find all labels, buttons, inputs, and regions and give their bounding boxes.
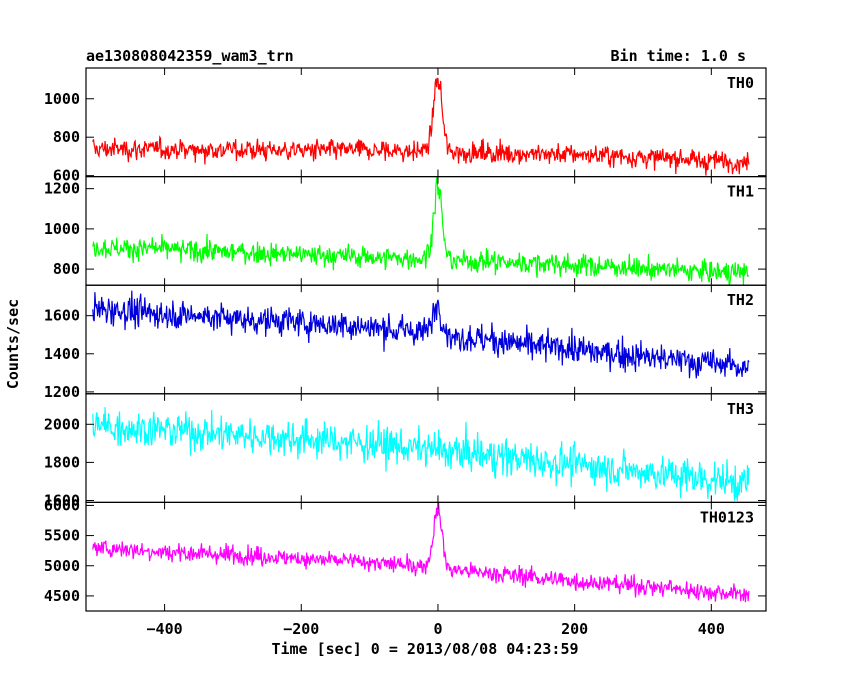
y-tick-label: 1800 — [44, 453, 80, 471]
y-tick-label: 1600 — [44, 307, 80, 325]
series-line-th1 — [92, 176, 750, 285]
y-tick-label: 600 — [53, 167, 80, 185]
panel-th1: 800 1000 1200 TH1 — [44, 176, 767, 286]
y-tick-label: 1400 — [44, 345, 80, 363]
x-axis-label: Time [sec] 0 = 2013/08/08 04:23:59 — [271, 640, 578, 658]
series-line-th2 — [92, 290, 750, 379]
x-tick-label: 0 — [433, 620, 442, 638]
series-line-th0123 — [92, 502, 750, 603]
y-tick-label: 800 — [53, 128, 80, 146]
y-tick-label: 800 — [53, 260, 80, 278]
y-tick-label: 2000 — [44, 415, 80, 433]
y-tick-label: 1000 — [44, 220, 80, 238]
x-tick-label: 400 — [698, 620, 725, 638]
panel-th0: 600 800 1000 TH0 — [44, 67, 767, 185]
bin-time-label: Bin time: 1.0 s — [611, 47, 746, 65]
y-tick-label: 4500 — [44, 587, 80, 605]
y-axis-label: Counts/sec — [4, 299, 22, 389]
chart-title: ae130808042359_wam3_trn — [86, 47, 294, 65]
panel-th3: 1600 1800 2000 TH3 — [44, 393, 767, 509]
y-tick-label: 1200 — [44, 180, 80, 198]
series-line-th3 — [92, 407, 750, 501]
panel-label-th0123: TH0123 — [700, 508, 754, 526]
panel-frame — [85, 393, 767, 503]
panel-label-th1: TH1 — [727, 183, 754, 201]
panel-th2: 1200 1400 1600 TH2 — [44, 284, 767, 401]
y-tick-label: 1000 — [44, 90, 80, 108]
x-tick-label: 200 — [561, 620, 588, 638]
panel-frame — [85, 284, 767, 395]
panel-label-th2: TH2 — [727, 291, 754, 309]
x-tick-label: −200 — [283, 620, 319, 638]
series-line-th0 — [92, 77, 750, 176]
y-tick-label: 1200 — [44, 383, 80, 401]
y-tick-label: 5000 — [44, 557, 80, 575]
y-tick-label: 5500 — [44, 527, 80, 545]
panel-label-th0: TH0 — [727, 74, 754, 92]
panel-th0123: 4500 5000 5500 6000 TH0123 — [44, 496, 767, 612]
panel-frame — [85, 501, 767, 612]
y-tick-label: 1600 — [44, 491, 80, 509]
y-tick-label: 6000 — [44, 496, 80, 514]
x-tick-label: −400 — [147, 620, 183, 638]
panel-label-th3: TH3 — [727, 400, 754, 418]
panels-group: 600 800 1000 TH0 800 1000 1200 TH1 1200 1400 1600 T… — [44, 67, 767, 612]
x-axis-ticks: −400 −200 0 200 400 — [147, 620, 725, 638]
